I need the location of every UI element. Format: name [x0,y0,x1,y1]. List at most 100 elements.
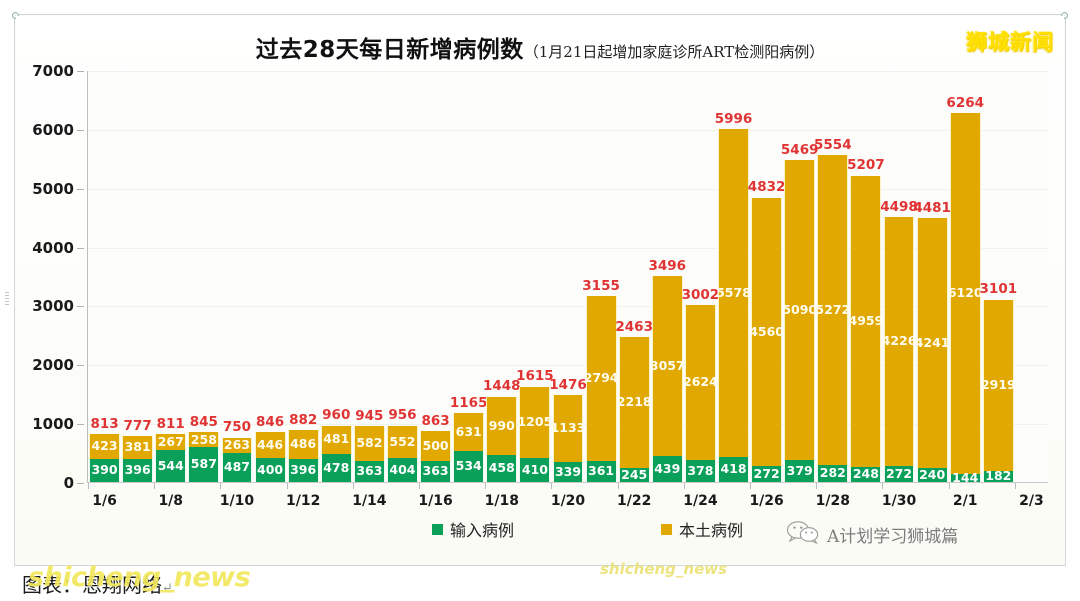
bar-segment-local[interactable]: 263 [221,437,253,454]
bar-group[interactable]: 3496 3057 439 [648,259,686,482]
bar-segment-local[interactable]: 381 [122,436,154,459]
bar-group[interactable]: 945 582 363 [353,409,385,482]
legend-item-local[interactable]: 本土病例 [661,517,743,541]
bar-group[interactable]: 882 486 396 [287,413,319,482]
bar-group[interactable]: 777 381 396 [122,419,154,482]
bar-segment-imported[interactable]: 439 [651,456,683,482]
gridline [88,365,1048,367]
bar-group[interactable]: 4498 4226 272 [880,200,918,482]
bar-group[interactable]: 845 258 587 [188,415,220,482]
bar-segment-imported[interactable]: 339 [552,462,584,482]
bar-segment-local[interactable]: 2624 [683,305,718,460]
bar-segment-local[interactable]: 258 [188,432,220,448]
bar-segment-local[interactable]: 446 [254,432,286,459]
bar-segment-local[interactable]: 3057 [650,276,685,457]
bar-group[interactable]: 846 446 400 [254,415,286,482]
bar-segment-local[interactable]: 267 [155,434,187,450]
bar-segment-local[interactable]: 481 [320,425,352,454]
bar-segment-local[interactable]: 4560 [749,197,784,466]
bar-group[interactable]: 1165 631 534 [450,396,487,482]
x-axis-tick-label: 1/24 [683,493,718,509]
bar-group[interactable]: 4481 4241 240 [913,201,951,482]
bar-segment-local[interactable]: 631 [453,413,485,451]
bar-segment-local[interactable]: 4226 [882,217,916,466]
bar-segment-local[interactable]: 4241 [915,218,950,468]
bar-group[interactable]: 956 552 404 [387,409,418,482]
bar-segment-local[interactable]: 500 [420,431,452,461]
bar-group[interactable]: 813 423 390 [89,417,120,482]
bar-segment-imported[interactable]: 363 [353,460,385,482]
bar-segment-imported[interactable]: 396 [287,458,319,482]
bar-segment-local[interactable]: 5090 [782,160,817,460]
bar-segment-imported[interactable]: 245 [618,467,650,482]
bar-segment-imported[interactable]: 144 [949,471,981,483]
bar-segment-local[interactable]: 4959 [849,175,883,468]
gridline [88,129,1048,131]
bar-segment-imported[interactable]: 400 [254,458,286,482]
bar-group[interactable]: 811 267 544 [155,417,187,482]
bar-segment-local[interactable]: 5272 [815,155,850,466]
chart-legend: 输入病例 本土病例 [16,514,1064,542]
bar-segment-local-label: 381 [124,439,151,455]
bar-segment-local[interactable]: 5578 [716,129,751,458]
bar-group[interactable]: 3155 2794 361 [582,279,620,482]
bar-segment-imported[interactable]: 248 [850,467,882,482]
bar-segment-imported[interactable]: 363 [420,460,452,482]
bar-segment-local[interactable]: 2794 [584,296,618,461]
bar-segment-local[interactable]: 582 [353,426,385,461]
bar-segment-imported-label: 379 [786,462,813,478]
bar-segment-imported[interactable]: 272 [751,466,783,482]
bar-segment-imported[interactable]: 182 [982,470,1014,482]
bar-group[interactable]: 5996 5578 418 [715,112,752,482]
bar-segment-local[interactable]: 2218 [617,337,652,468]
bar-segment-local[interactable]: 552 [387,425,418,459]
bar-segment-local-label: 481 [323,431,350,447]
bar-segment-imported[interactable]: 361 [585,460,617,482]
bar-group[interactable]: 863 500 363 [420,414,452,482]
bar-segment-imported[interactable]: 282 [817,465,849,482]
bar-group[interactable]: 1615 1205 410 [516,370,554,482]
bar-total-label: 750 [222,419,252,436]
legend-item-imported[interactable]: 输入病例 [432,517,514,541]
bar-segment-imported[interactable]: 544 [155,449,187,482]
bar-segment-local[interactable]: 990 [486,396,518,456]
bar-group[interactable]: 1476 1133 339 [549,378,587,482]
bar-group[interactable]: 750 263 487 [221,421,253,482]
bar-segment-imported[interactable]: 379 [784,459,816,482]
bar-segment-imported-label: 534 [455,458,482,474]
bar-segment-imported[interactable]: 534 [453,450,485,482]
bar-group[interactable]: 6264 6120 144 [946,96,984,483]
bar-group[interactable]: 3002 2624 378 [682,288,719,482]
bar-segment-imported-label: 378 [687,462,714,478]
bar-segment-imported[interactable]: 272 [883,466,915,482]
bar-segment-imported-label: 396 [124,462,151,478]
bar-segment-imported[interactable]: 478 [320,453,352,482]
bar-segment-imported[interactable]: 378 [684,459,716,482]
bar-segment-local[interactable]: 1205 [517,386,552,458]
bar-group[interactable]: 2463 2218 245 [615,320,653,482]
bar-segment-local[interactable]: 2919 [981,299,1016,472]
bar-segment-imported[interactable]: 587 [188,447,220,482]
bar-segment-local-label: 1133 [550,420,586,436]
bar-group[interactable]: 5207 4959 248 [847,159,885,482]
bar-group[interactable]: 3101 2919 182 [980,282,1017,482]
bar-segment-local[interactable]: 423 [89,434,120,460]
bar-total-label: 6264 [946,94,985,111]
bar-segment-imported-label: 487 [223,459,250,475]
bar-segment-imported[interactable]: 487 [221,453,253,482]
bar-segment-imported[interactable]: 410 [519,457,551,482]
bar-group[interactable]: 1448 990 458 [483,380,521,482]
bar-segment-imported[interactable]: 390 [89,459,120,482]
bar-segment-imported[interactable]: 240 [916,467,948,482]
bar-group[interactable]: 960 481 478 [320,408,352,482]
bar-segment-local[interactable]: 486 [287,430,319,459]
bar-group[interactable]: 4832 4560 272 [748,181,785,482]
bar-group[interactable]: 5554 5272 282 [814,138,852,482]
bar-segment-imported[interactable]: 404 [387,458,418,482]
bar-segment-imported[interactable]: 396 [122,458,154,482]
bar-group[interactable]: 5469 5090 379 [781,143,818,482]
bar-segment-imported[interactable]: 418 [718,457,749,482]
bar-segment-imported[interactable]: 458 [486,455,518,482]
bar-segment-local[interactable]: 1133 [550,395,586,463]
bar-segment-local[interactable]: 6120 [948,113,983,474]
